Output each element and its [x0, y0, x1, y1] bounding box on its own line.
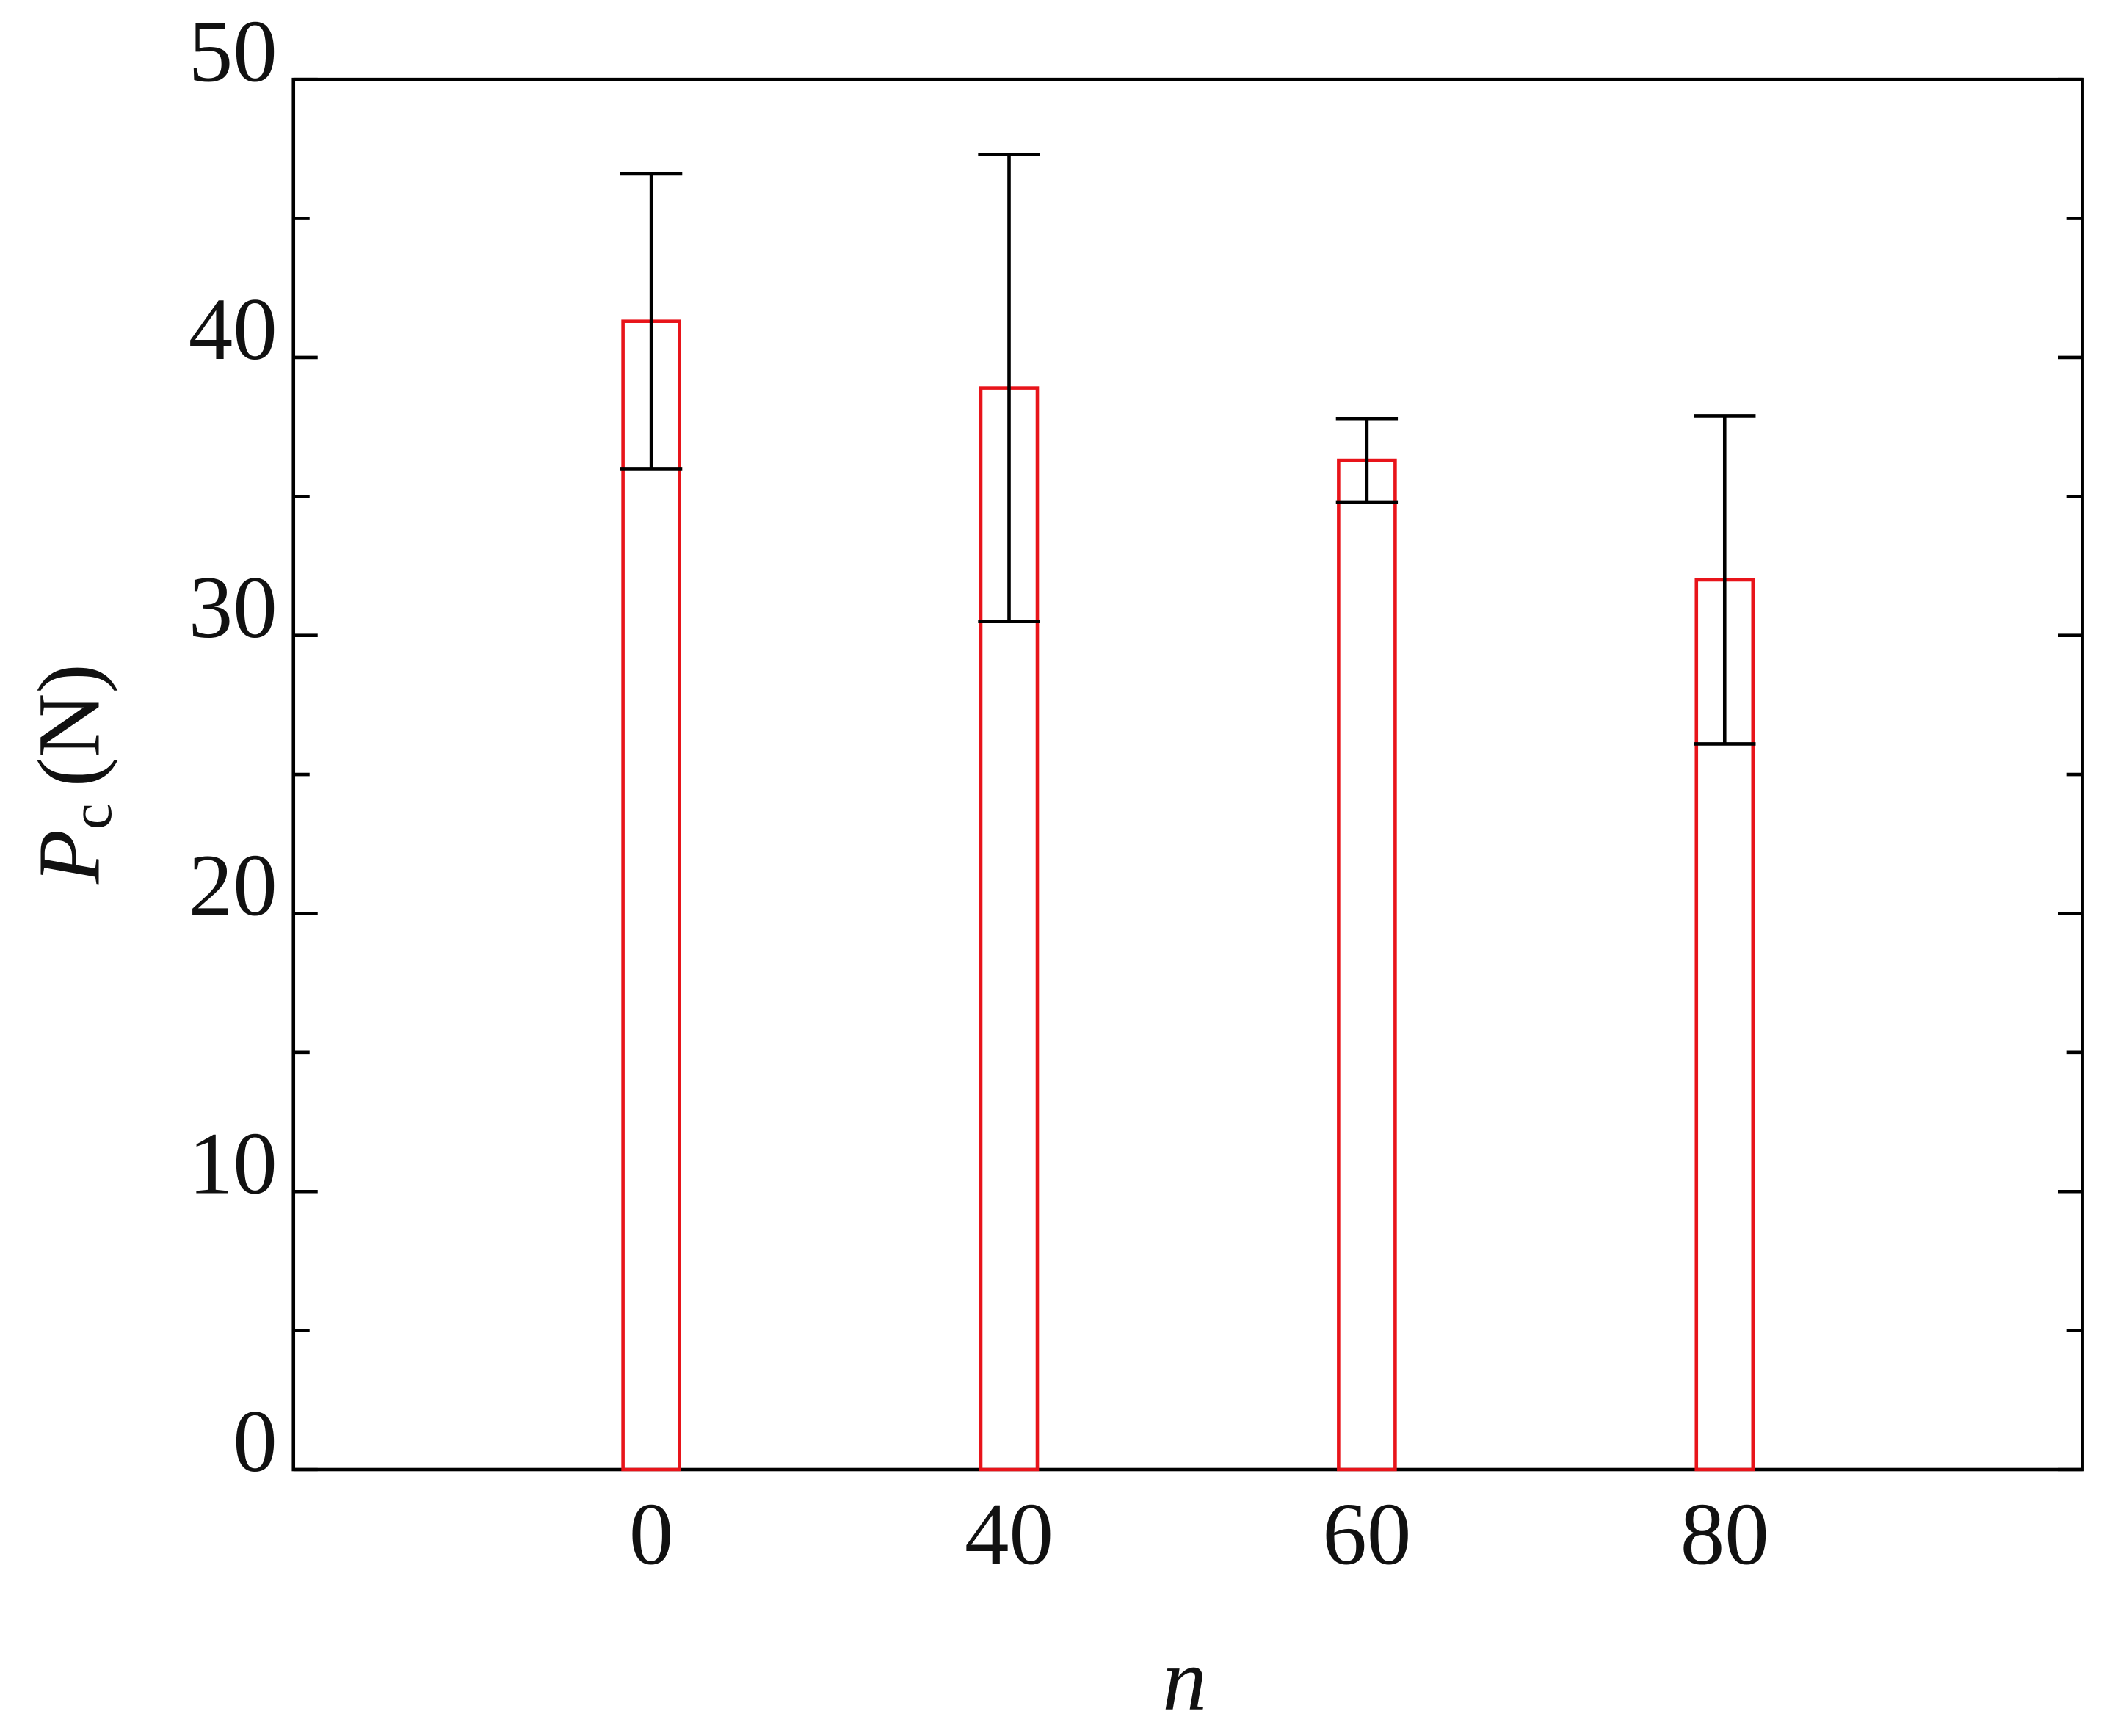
- x-axis-label: n: [1162, 1631, 1207, 1729]
- x-tick-label: 60: [1322, 1486, 1411, 1584]
- y-tick-label: 0: [233, 1392, 277, 1491]
- x-tick-label: 40: [965, 1486, 1053, 1584]
- y-tick-label: 50: [189, 2, 277, 101]
- x-tick-label: 80: [1680, 1486, 1769, 1584]
- y-label-unit: (N): [20, 664, 118, 787]
- bar: [621, 319, 681, 1472]
- y-tick-label: 30: [189, 559, 277, 657]
- y-axis-label: Pc (N): [20, 664, 123, 885]
- bar: [1337, 458, 1397, 1472]
- y-tick-label: 40: [189, 280, 277, 379]
- y-tick-label: 20: [189, 837, 277, 935]
- x-tick-label: 0: [629, 1486, 674, 1584]
- y-label-symbol: P: [20, 829, 118, 885]
- plot-frame: [291, 77, 2084, 1472]
- y-tick-label: 10: [189, 1114, 277, 1213]
- y-label-subscript: c: [59, 803, 124, 829]
